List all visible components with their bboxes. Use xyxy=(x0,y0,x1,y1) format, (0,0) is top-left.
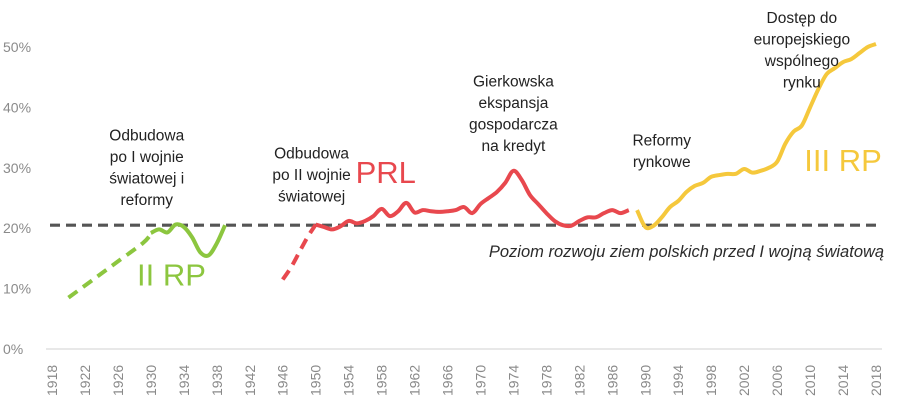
x-tick-label: 1942 xyxy=(242,365,258,396)
series-line-iii-rp xyxy=(635,42,877,231)
x-tick-label: 1962 xyxy=(407,365,423,396)
x-tick-label: 1946 xyxy=(275,365,291,396)
annotation-line: rynku xyxy=(783,74,821,91)
series-line-ii-rp-dashed xyxy=(67,232,153,300)
y-tick-label: 10% xyxy=(3,281,31,297)
annotation-line: Reformy xyxy=(632,132,691,149)
x-tick-label: 1994 xyxy=(670,365,686,396)
series-line-prl xyxy=(315,168,630,232)
annotation-line: światowej i xyxy=(109,171,184,188)
annotation-line: europejskiego xyxy=(754,31,851,48)
annotation-line: Dostęp do xyxy=(767,10,838,27)
x-tick-label: 1938 xyxy=(209,365,225,396)
y-axis-ticks: 0% 10% 20% 30% 40% 50% xyxy=(3,39,31,357)
y-tick-label: 30% xyxy=(3,160,31,176)
annotation-line: ekspansja xyxy=(479,95,549,112)
x-tick-label: 2018 xyxy=(868,365,884,396)
x-tick-label: 1998 xyxy=(703,365,719,396)
annotation: Odbudowa po I wojnie światowej i reformy xyxy=(109,128,184,210)
annotation: Gierkowska ekspansja gospodarcza na kredyt xyxy=(469,73,558,155)
annotation-line: reformy xyxy=(120,192,173,209)
series-line-ii-rp xyxy=(149,222,227,258)
annotations: Odbudowa po I wojnie światowej i reformyOdb… xyxy=(109,10,850,209)
series-line-prl-dashed xyxy=(281,223,318,281)
annotation-line: Gierkowska xyxy=(473,73,554,90)
x-tick-label: 2002 xyxy=(736,365,752,396)
x-tick-label: 2010 xyxy=(802,365,818,396)
x-axis-ticks: 1918 1922 1926 1930 1934 1938 1942 1946 1950 1954… xyxy=(44,365,884,396)
x-tick-label: 1930 xyxy=(143,365,159,396)
annotation: Dostęp do europejskiego wspólnego rynku xyxy=(754,10,851,92)
x-tick-label: 1958 xyxy=(374,365,390,396)
y-tick-label: 50% xyxy=(3,39,31,55)
era-label-iii-rp: III RP xyxy=(804,143,882,178)
annotation-line: gospodarcza xyxy=(469,116,558,133)
x-tick-label: 1966 xyxy=(440,365,456,396)
x-tick-label: 1926 xyxy=(110,365,126,396)
annotation-line: wspólnego xyxy=(764,53,839,70)
x-tick-label: 1990 xyxy=(637,365,653,396)
x-tick-label: 1978 xyxy=(538,365,554,396)
baseline-label: Poziom rozwoju ziem polskich przed I woj… xyxy=(489,243,884,261)
annotation: Reformy rynkowe xyxy=(632,132,691,171)
x-tick-label: 2006 xyxy=(769,365,785,396)
y-tick-label: 40% xyxy=(3,99,31,115)
x-tick-label: 2014 xyxy=(835,365,851,396)
era-labels: II RP PRL III RP xyxy=(137,143,882,293)
y-tick-label: 20% xyxy=(3,220,31,236)
annotation-line: Odbudowa xyxy=(109,128,184,145)
x-tick-label: 1982 xyxy=(571,365,587,396)
x-tick-label: 1918 xyxy=(44,365,60,396)
annotation-line: na kredyt xyxy=(482,138,546,155)
annotation-line: po I wojnie xyxy=(110,149,184,166)
annotation-line: po II wojnie xyxy=(272,167,350,184)
x-tick-label: 1986 xyxy=(604,365,620,396)
y-tick-label: 0% xyxy=(3,341,23,357)
x-tick-label: 1974 xyxy=(505,365,521,396)
x-tick-label: 1954 xyxy=(341,365,357,396)
annotation-line: rynkowe xyxy=(633,154,691,171)
x-tick-label: 1934 xyxy=(176,365,192,396)
annotation-line: światowej xyxy=(278,189,345,206)
era-label-prl: PRL xyxy=(356,155,416,190)
x-tick-label: 1950 xyxy=(308,365,324,396)
annotation: Odbudowa po II wojnie światowej xyxy=(272,146,350,206)
annotation-line: Odbudowa xyxy=(274,146,349,163)
x-tick-label: 1922 xyxy=(77,365,93,396)
series-lines xyxy=(67,42,877,300)
x-tick-label: 1970 xyxy=(472,365,488,396)
era-label-ii-rp: II RP xyxy=(137,258,206,293)
